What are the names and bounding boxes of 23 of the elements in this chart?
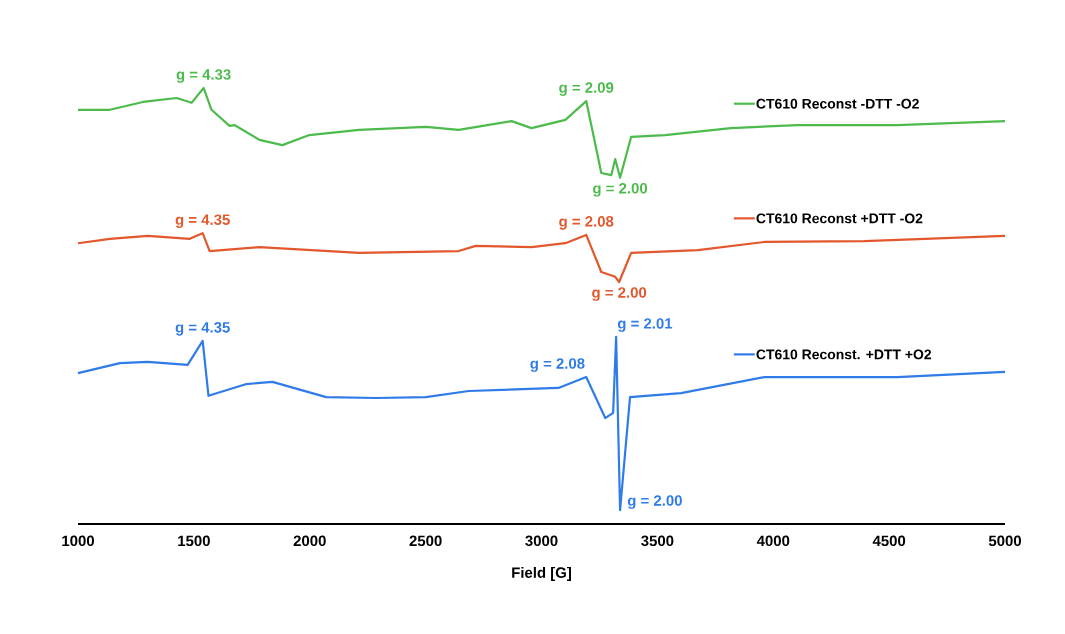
x-tick-label: 4500 [872, 535, 906, 547]
legend-label: CT610 Reconst -DTT -O2 [756, 98, 919, 109]
x-tick-label: 4000 [756, 535, 790, 547]
annotation: g = 2.08 [559, 216, 614, 230]
legend-label: CT610 Reconst +DTT -O2 [756, 213, 923, 224]
x-axis-title: Field [G] [512, 566, 571, 581]
annotation: g = 4.33 [176, 69, 231, 83]
x-tick-label: 1000 [62, 535, 94, 547]
annotation: g = 2.09 [559, 82, 614, 96]
x-tick-label: 5000 [988, 535, 1021, 547]
annotation: g = 4.35 [175, 322, 230, 336]
annotation: g = 4.35 [175, 214, 230, 228]
annotation: g = 2.00 [592, 287, 647, 301]
annotation: g = 2.00 [593, 183, 648, 197]
x-tick-label: 3500 [641, 535, 674, 547]
x-tick-label: 2500 [409, 535, 442, 547]
x-tick-label: 2000 [293, 535, 326, 547]
x-tick-label: 1500 [178, 535, 210, 547]
annotation: g = 2.08 [530, 358, 585, 372]
annotation: g = 2.01 [617, 318, 673, 332]
legend-label: CT610 Reconst. +DTT +O2 [756, 349, 932, 360]
x-tick-label: 3000 [525, 535, 558, 547]
annotation: g = 2.00 [627, 495, 682, 509]
